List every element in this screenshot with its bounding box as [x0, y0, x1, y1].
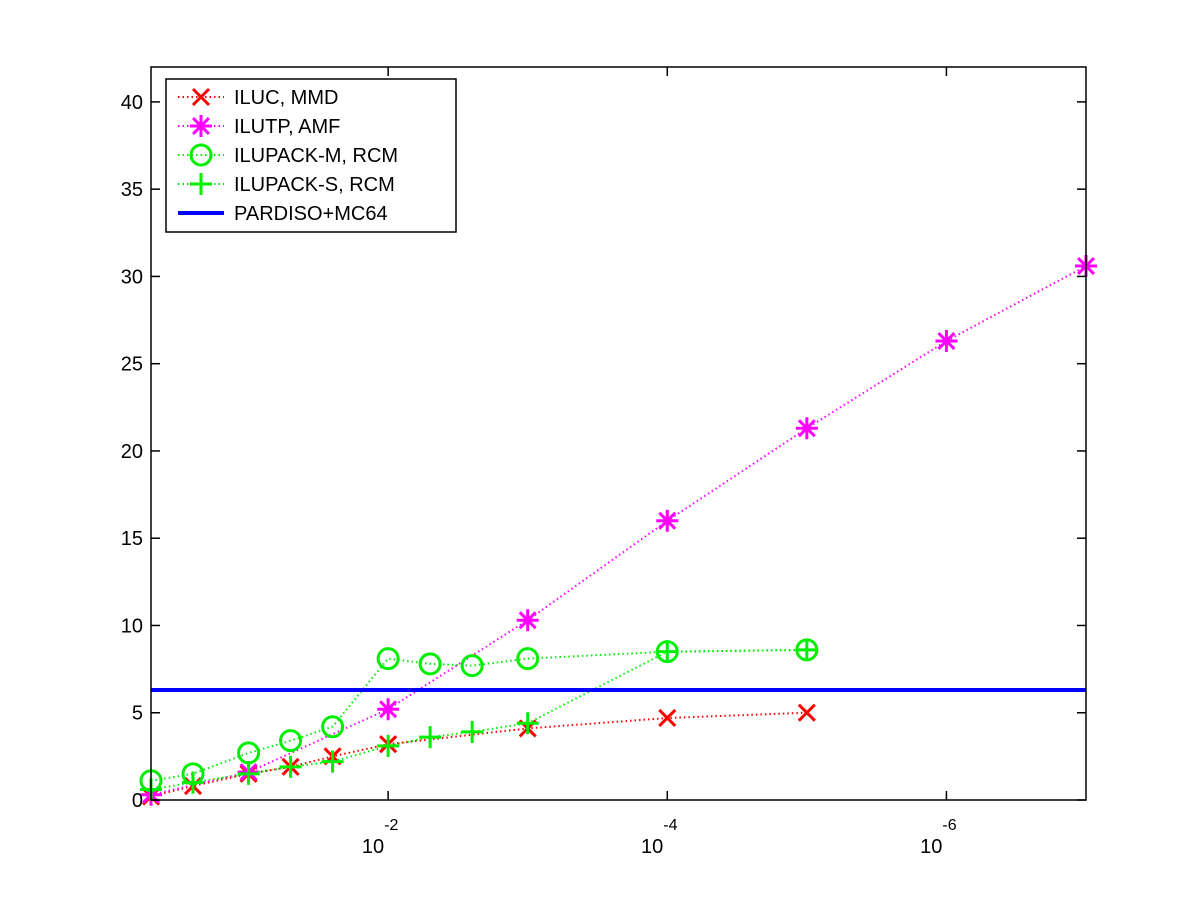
legend: ILUC, MMD ILUTP, AMF ILUPACK-M, RCM ILUPACK… — [165, 78, 457, 233]
data-point-1-3 — [516, 609, 539, 632]
series-line-2 — [150, 648, 807, 782]
data-point-3-7 — [461, 720, 484, 743]
data-point-0-8-stroke-b — [797, 703, 816, 722]
data-point-2-4 — [321, 715, 345, 739]
legend-entry-2: ILUPACK-M, RCM — [178, 143, 398, 167]
data-point-2-7 — [460, 654, 484, 678]
data-point-3-6 — [419, 726, 442, 749]
data-point-2-5 — [376, 647, 400, 671]
data-point-0-8 — [797, 703, 816, 722]
y-tick-label-4: 20 — [121, 441, 143, 463]
y-tick-label-3: 15 — [121, 528, 143, 550]
x-tick-exponent-2: -6 — [942, 817, 956, 834]
legend-marker-0 — [191, 87, 211, 107]
data-point-3-2 — [237, 762, 260, 785]
legend-label-2: ILUPACK-M, RCM — [234, 145, 398, 167]
legend-label-0: ILUC, MMD — [234, 87, 338, 109]
data-point-1-6 — [935, 330, 958, 353]
data-point-3-10 — [795, 638, 818, 661]
data-point-3-8 — [516, 712, 539, 735]
y-tick-label-1: 5 — [132, 703, 143, 725]
data-point-3-9 — [656, 640, 679, 663]
legend-entry-1: ILUTP, AMF — [178, 115, 340, 138]
data-point-3-4 — [321, 750, 344, 773]
y-tick-label-0: 0 — [132, 790, 143, 812]
data-point-1-3-stroke-d — [518, 611, 537, 630]
legend-marker-3 — [190, 173, 212, 195]
data-point-1-4-stroke-d — [658, 511, 677, 530]
legend-entry-0: ILUC, MMD — [178, 87, 338, 109]
legend-marker-0-stroke-b — [191, 87, 211, 107]
y-tick-label-8: 40 — [121, 92, 143, 114]
legend-marker-1-stroke-d — [192, 117, 210, 135]
data-point-0-7 — [658, 708, 677, 728]
y-tick-label-2: 10 — [121, 615, 143, 637]
legend-label-3: ILUPACK-S, RCM — [234, 174, 395, 196]
data-point-3-5 — [377, 734, 400, 757]
series-line-1 — [150, 265, 1087, 796]
x-tick-base-0: 10 — [362, 836, 384, 858]
data-point-1-2 — [377, 698, 400, 721]
data-point-0-7-stroke-b — [658, 708, 677, 728]
data-point-2-6 — [418, 652, 442, 676]
data-point-1-5-stroke-d — [797, 419, 816, 438]
legend-label-4: PARDISO+MC64 — [234, 203, 388, 225]
y-tick-label-5: 25 — [121, 354, 143, 376]
legend-label-1: ILUTP, AMF — [234, 116, 340, 138]
y-tick-label-6: 30 — [121, 266, 143, 288]
data-point-1-4 — [656, 509, 679, 532]
data-point-3-1 — [182, 771, 205, 794]
x-tick-base-2: 10 — [920, 836, 942, 858]
data-point-2-3 — [279, 729, 303, 753]
data-point-1-2-stroke-d — [379, 700, 398, 719]
data-point-3-3 — [279, 755, 302, 778]
y-tick-label-7: 35 — [121, 179, 143, 201]
x-tick-base-1: 10 — [641, 836, 663, 858]
data-point-2-8 — [516, 647, 540, 671]
legend-marker-2 — [189, 143, 213, 167]
x-tick-exponent-0: -2 — [384, 817, 398, 834]
data-point-1-5 — [795, 417, 818, 440]
legend-marker-1 — [190, 115, 212, 137]
plot-frame — [150, 66, 1087, 801]
data-point-1-6-stroke-d — [937, 332, 956, 350]
legend-entry-4: PARDISO+MC64 — [178, 203, 388, 225]
legend-entry-3: ILUPACK-S, RCM — [178, 173, 395, 196]
x-tick-exponent-1: -4 — [663, 817, 677, 834]
